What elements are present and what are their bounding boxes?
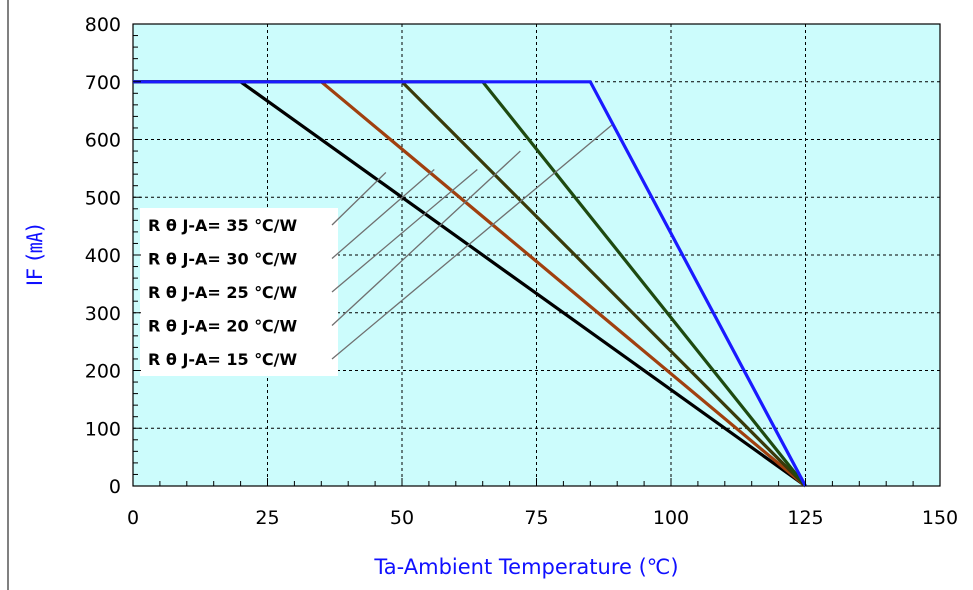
- legend-entry: R θ J-A= 15 ℃/W: [148, 350, 297, 369]
- x-tick-label: 125: [787, 507, 823, 529]
- legend-leader-line: [331, 124, 613, 360]
- y-axis-label: IF (㎃): [23, 224, 47, 286]
- x-axis-label: Ta-Ambient Temperature (℃): [373, 555, 678, 579]
- y-tick-label: 500: [85, 187, 121, 209]
- x-tick-label: 50: [390, 507, 414, 529]
- x-tick-label: 75: [524, 507, 548, 529]
- legend-entry: R θ J-A= 35 ℃/W: [148, 216, 297, 235]
- y-tick-label: 100: [85, 418, 121, 440]
- y-tick-label: 400: [85, 245, 121, 267]
- legend-box: [140, 208, 338, 376]
- x-tick-label: 100: [653, 507, 689, 529]
- legend-leader-line: [331, 171, 387, 226]
- y-tick-label: 800: [85, 14, 121, 36]
- legend-leader-line: [331, 169, 435, 259]
- y-tick-label: 0: [109, 476, 121, 498]
- x-tick-label: 25: [255, 507, 279, 529]
- legend-leader-line: [331, 169, 478, 293]
- x-tick-label: 150: [922, 507, 958, 529]
- y-tick-label: 600: [85, 130, 121, 152]
- series-line: [133, 80, 807, 487]
- legend-entry: R θ J-A= 30 ℃/W: [148, 250, 297, 269]
- y-tick-label: 700: [85, 72, 121, 94]
- y-tick-label: 300: [85, 303, 121, 325]
- legend-leader-line: [331, 150, 521, 326]
- x-tick-label: 0: [127, 507, 139, 529]
- legend-entry: R θ J-A= 20 ℃/W: [148, 317, 297, 336]
- legend-entry: R θ J-A= 25 ℃/W: [148, 283, 297, 302]
- y-tick-label: 200: [85, 361, 121, 383]
